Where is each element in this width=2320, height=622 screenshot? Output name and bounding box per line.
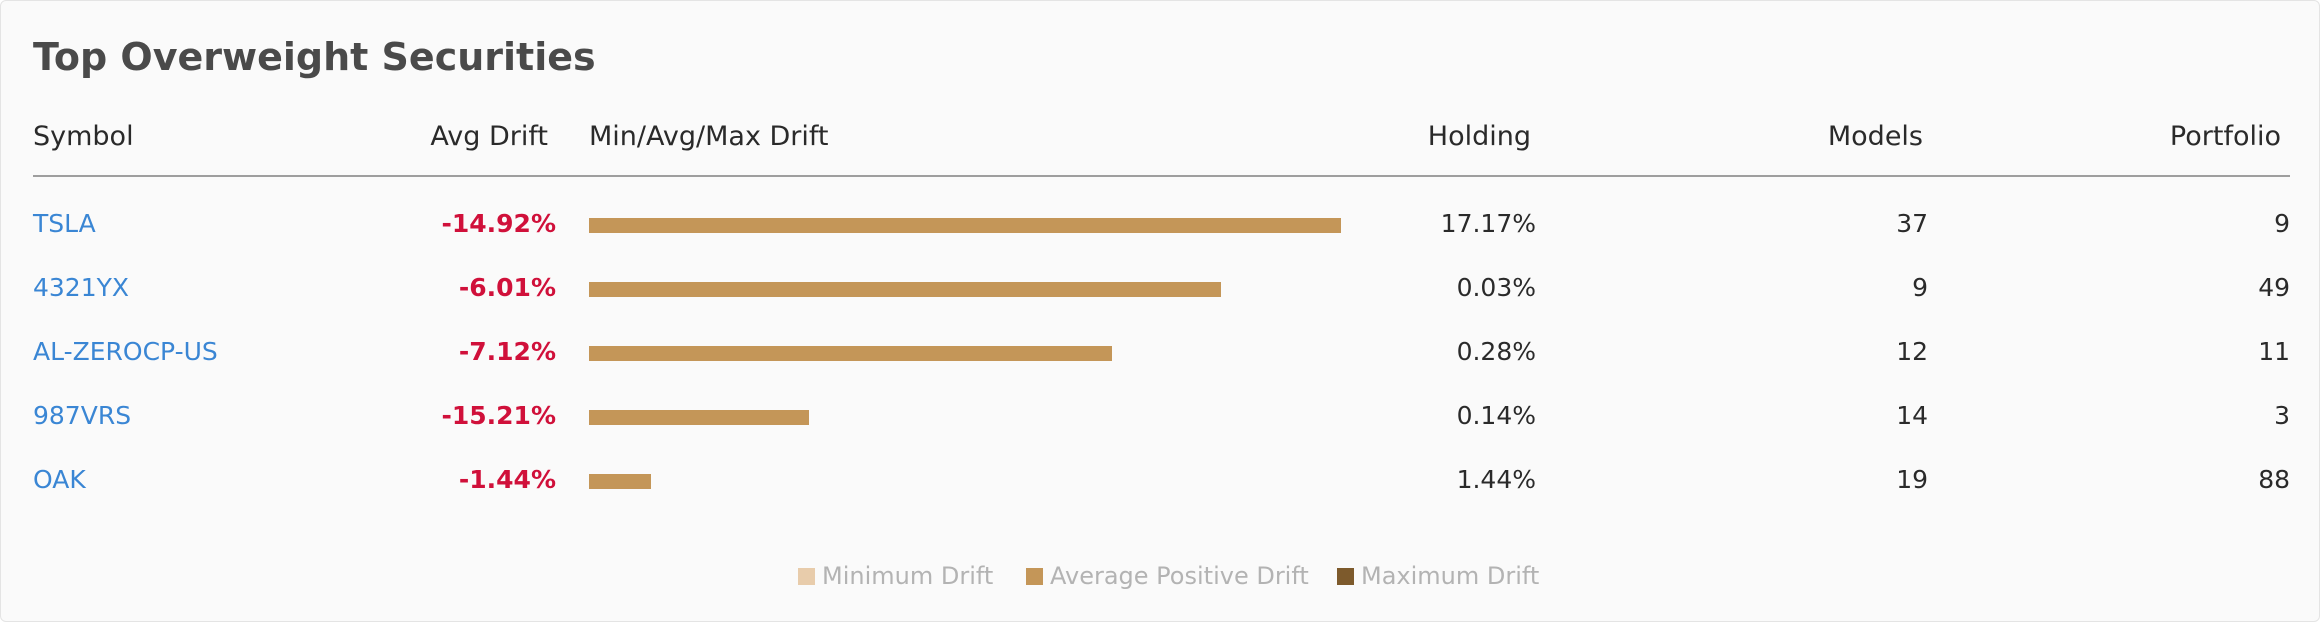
models-count: 12 <box>1896 337 1928 366</box>
header-divider <box>33 175 2290 177</box>
legend-label: Average Positive Drift <box>1050 562 1309 590</box>
drift-bar[interactable] <box>589 218 1341 233</box>
table-row[interactable]: AL-ZEROCP-US -7.12% 0.28% 12 11 <box>1 320 2320 384</box>
avg-drift-value: -6.01% <box>458 273 556 302</box>
symbol-link[interactable]: AL-ZEROCP-US <box>33 337 218 366</box>
avg-drift-value: -14.92% <box>441 209 556 238</box>
legend-swatch-icon <box>1026 568 1043 585</box>
portfolio-count: 49 <box>2258 273 2290 302</box>
symbol-link[interactable]: 987VRS <box>33 401 132 430</box>
legend-label: Minimum Drift <box>822 562 994 590</box>
table-row[interactable]: TSLA -14.92% 17.17% 37 9 <box>1 192 2320 256</box>
drift-bar[interactable] <box>589 282 1221 297</box>
avg-drift-value: -1.44% <box>458 465 556 494</box>
portfolio-count: 88 <box>2258 465 2290 494</box>
holding-value: 17.17% <box>1440 209 1536 238</box>
col-header-portfolio[interactable]: Portfolio <box>2169 121 2281 152</box>
table-row[interactable]: OAK -1.44% 1.44% 19 88 <box>1 448 2320 512</box>
col-header-symbol[interactable]: Symbol <box>33 121 134 152</box>
portfolio-count: 11 <box>2258 337 2290 366</box>
portfolio-count: 9 <box>2274 209 2290 238</box>
legend-label: Maximum Drift <box>1361 562 1540 590</box>
legend-swatch-icon <box>798 568 815 585</box>
legend-swatch-icon <box>1337 568 1354 585</box>
table-row[interactable]: 987VRS -15.21% 0.14% 14 3 <box>1 384 2320 448</box>
models-count: 37 <box>1896 209 1928 238</box>
symbol-link[interactable]: OAK <box>33 465 86 494</box>
col-header-models[interactable]: Models <box>1827 121 1923 152</box>
models-count: 14 <box>1896 401 1928 430</box>
drift-bar[interactable] <box>589 474 651 489</box>
avg-drift-value: -15.21% <box>441 401 556 430</box>
holding-value: 1.44% <box>1456 465 1536 494</box>
avg-drift-value: -7.12% <box>458 337 556 366</box>
portfolio-count: 3 <box>2274 401 2290 430</box>
col-header-drift-range[interactable]: Min/Avg/Max Drift <box>589 121 829 152</box>
table-row[interactable]: 4321YX -6.01% 0.03% 9 49 <box>1 256 2320 320</box>
symbol-link[interactable]: TSLA <box>33 209 96 238</box>
col-header-avg-drift[interactable]: Avg Drift <box>430 121 548 152</box>
symbol-link[interactable]: 4321YX <box>33 273 130 302</box>
drift-bar[interactable] <box>589 346 1112 361</box>
models-count: 9 <box>1912 273 1928 302</box>
holding-value: 0.28% <box>1456 337 1536 366</box>
card-title: Top Overweight Securities <box>33 35 596 79</box>
holding-value: 0.03% <box>1456 273 1536 302</box>
drift-bar[interactable] <box>589 410 809 425</box>
col-header-holding[interactable]: Holding <box>1427 121 1531 152</box>
holding-value: 0.14% <box>1456 401 1536 430</box>
models-count: 19 <box>1896 465 1928 494</box>
